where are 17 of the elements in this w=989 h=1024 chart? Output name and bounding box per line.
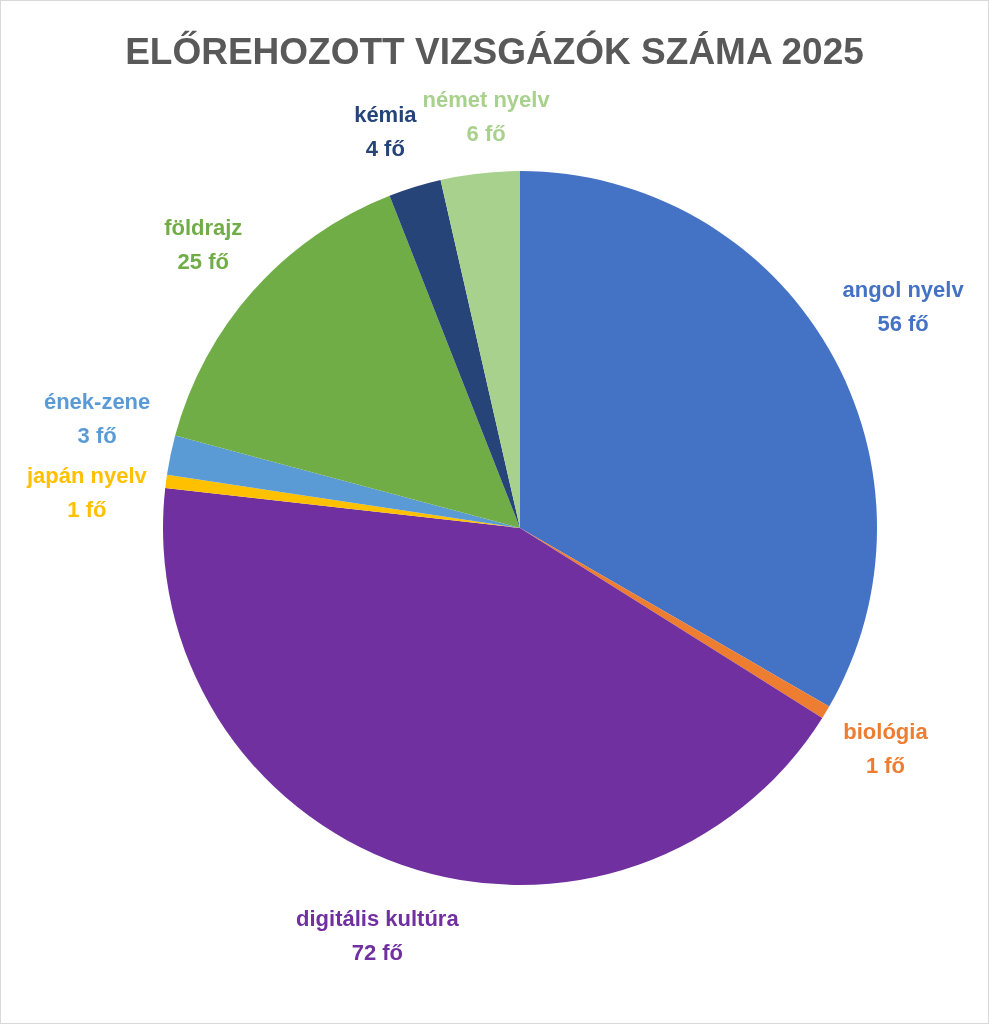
data-label: 56 fő bbox=[877, 311, 929, 337]
data-label: 72 fő bbox=[351, 940, 404, 966]
slice-label: ének-zene bbox=[43, 388, 151, 414]
slice-label: földrajz bbox=[164, 215, 243, 241]
slice-label: digitális kultúra bbox=[296, 906, 460, 932]
slice-label: német nyelv bbox=[422, 87, 551, 113]
data-label: 1 fő bbox=[865, 752, 906, 778]
data-label: 3 fő bbox=[77, 422, 117, 448]
data-label: 25 fő bbox=[177, 249, 229, 275]
data-label: 1 fő bbox=[67, 496, 107, 522]
slice-label: biológia bbox=[843, 718, 929, 744]
slice-label: japán nyelv bbox=[25, 462, 148, 488]
chart-title: ELŐREHOZOTT VIZSGÁZÓK SZÁMA 2025 bbox=[125, 30, 864, 72]
data-label: 4 fő bbox=[365, 136, 405, 162]
data-label: 6 fő bbox=[466, 121, 506, 147]
slice-label: angol nyelv bbox=[842, 277, 965, 303]
slice-label: kémia bbox=[354, 102, 418, 128]
